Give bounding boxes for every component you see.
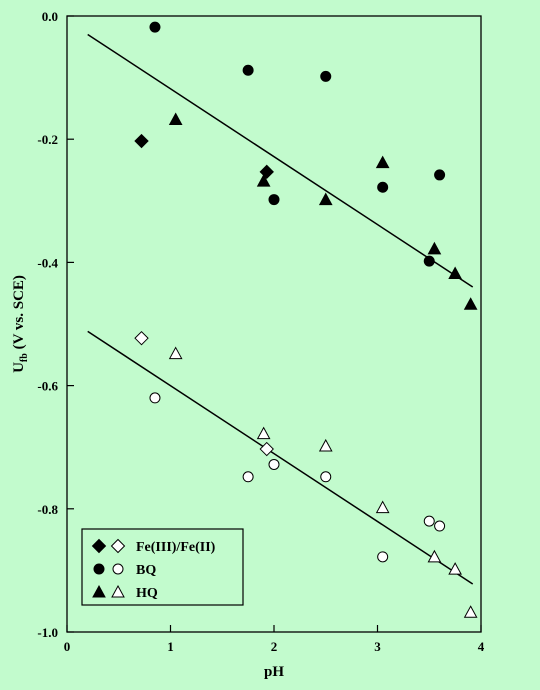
open-circle-point xyxy=(268,458,280,470)
x-tick-label: 4 xyxy=(478,639,485,654)
filled-triangle-point xyxy=(256,174,271,187)
x-axis-title: pH xyxy=(264,664,284,680)
filled-triangle-point xyxy=(463,297,478,310)
legend-open-triangle xyxy=(111,584,125,598)
legend-label: BQ xyxy=(136,563,156,578)
open-triangle-point xyxy=(448,562,462,575)
filled-triangle-point xyxy=(168,112,183,125)
data-points xyxy=(134,21,478,618)
fit-line xyxy=(87,33,474,288)
filled-diamond-point xyxy=(259,164,274,180)
x-tick-label: 1 xyxy=(167,639,174,654)
filled-triangle-point xyxy=(448,266,462,279)
open-diamond-point xyxy=(134,330,149,346)
legend-filled-triangle xyxy=(92,584,106,598)
x-tick-label: 0 xyxy=(64,639,71,654)
filled-triangle-point xyxy=(375,155,390,169)
legend-label: HQ xyxy=(136,586,158,601)
filled-circle-point xyxy=(377,181,389,193)
x-tick-label: 2 xyxy=(271,639,278,654)
y-tick-label: -0.6 xyxy=(37,379,58,394)
legend: Fe(III)/Fe(II) BQ HQ xyxy=(81,528,244,606)
open-triangle-point xyxy=(463,605,478,618)
open-diamond-point xyxy=(259,441,274,457)
open-circle-point xyxy=(434,520,446,532)
y-tick-label: 0.0 xyxy=(42,9,58,24)
open-triangle-point xyxy=(168,346,183,360)
filled-triangle-point xyxy=(318,192,333,206)
filled-circle-point xyxy=(268,194,280,206)
legend-label: Fe(III)/Fe(II) xyxy=(136,540,216,555)
y-tick-label: -0.8 xyxy=(37,502,58,517)
y-tick-label: -1.0 xyxy=(37,625,58,640)
fit-line xyxy=(87,330,474,585)
y-axis-title-rest: (V vs. SCE) xyxy=(11,275,27,353)
open-circle-point xyxy=(149,392,161,404)
y-tick-label: -0.2 xyxy=(37,132,58,147)
plot-frame xyxy=(66,15,482,633)
open-circle-point xyxy=(242,471,254,483)
legend-filled-circle xyxy=(93,563,105,575)
filled-circle-point xyxy=(242,64,254,76)
fit-lines xyxy=(87,33,474,585)
y-axis-title-main: U xyxy=(11,362,27,373)
filled-circle-point xyxy=(149,21,161,33)
legend-filled-diamond xyxy=(91,538,107,554)
filled-triangle-point xyxy=(427,241,442,255)
filled-circle-point xyxy=(320,70,332,82)
open-circle-point xyxy=(377,551,389,563)
y-axis-title-subscript: fb xyxy=(19,353,30,362)
x-axis: 0 1 2 3 4 xyxy=(64,625,485,654)
open-circle-point xyxy=(423,515,435,527)
filled-diamond-point xyxy=(134,133,149,149)
y-axis: 0.0 -0.2 -0.4 -0.6 -0.8 -1.0 xyxy=(37,9,74,640)
open-circle-point xyxy=(320,471,332,483)
y-tick-label: -0.4 xyxy=(37,255,58,270)
legend-open-circle xyxy=(112,563,124,575)
x-tick-label: 3 xyxy=(374,639,381,654)
open-triangle-point xyxy=(427,549,442,563)
legend-open-diamond xyxy=(110,538,126,554)
filled-circle-point xyxy=(434,169,446,181)
y-axis-title: Ufb (V vs. SCE) xyxy=(11,275,30,373)
legend-box xyxy=(81,528,244,606)
filled-circle-point xyxy=(423,255,435,267)
open-triangle-point xyxy=(318,438,333,452)
open-triangle-point xyxy=(256,426,271,440)
open-triangle-point xyxy=(375,500,390,514)
